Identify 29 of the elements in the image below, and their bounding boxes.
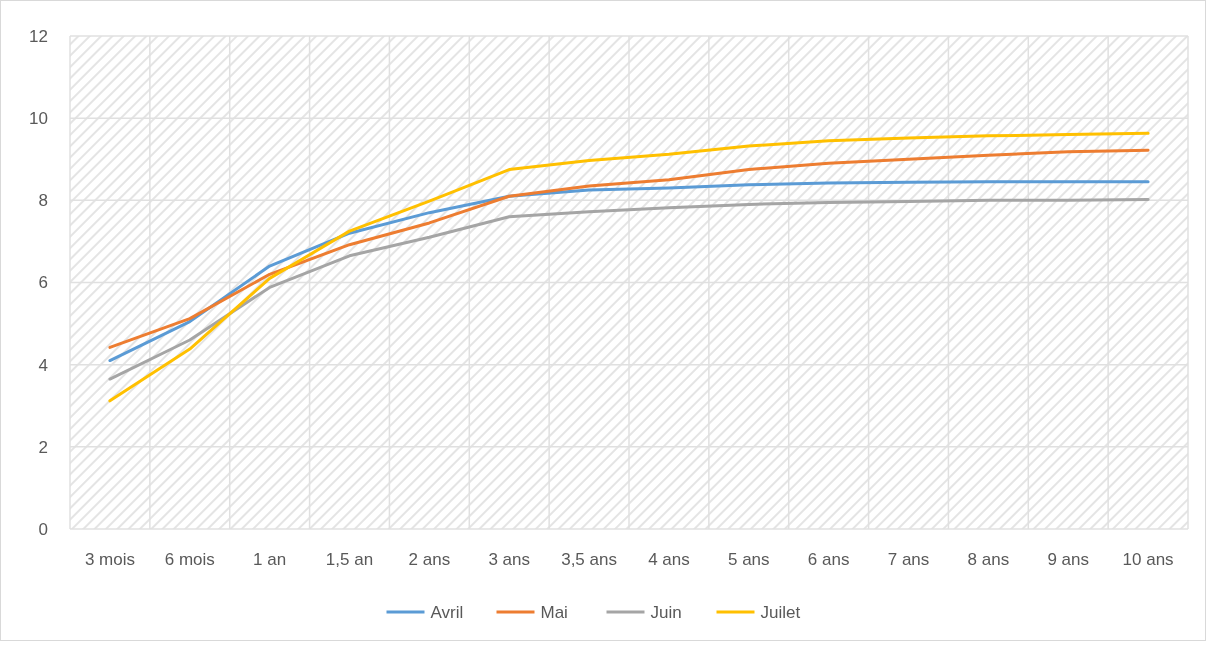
x-tick-label: 10 ans <box>1122 550 1174 569</box>
x-tick-label: 3,5 ans <box>561 550 617 569</box>
x-tick-label: 8 ans <box>967 550 1010 569</box>
x-tick-label: 3 ans <box>488 550 531 569</box>
x-tick-label: 6 ans <box>807 550 850 569</box>
x-tick-label: 5 ans <box>727 550 770 569</box>
y-tick-label: 4 <box>38 355 48 375</box>
legend-label: Mai <box>540 602 568 622</box>
y-tick-label: 10 <box>29 109 48 129</box>
x-tick-label: 1 an <box>253 550 287 569</box>
y-tick-label: 6 <box>38 273 48 293</box>
x-tick-label: 9 ans <box>1047 550 1090 569</box>
line-series <box>108 198 1150 381</box>
x-tick-label: 2 ans <box>408 550 451 569</box>
line-series <box>108 131 1150 403</box>
x-tick-label: 7 ans <box>887 550 930 569</box>
y-tick-label: 8 <box>38 191 48 211</box>
legend-label: Juilet <box>760 602 801 622</box>
x-tick-label: 1,5 an <box>325 550 374 569</box>
y-tick-label: 0 <box>38 519 48 539</box>
legend-label: Juin <box>650 602 682 622</box>
x-tick-label: 6 mois <box>164 550 215 569</box>
y-tick-label: 2 <box>38 437 48 457</box>
y-tick-label: 12 <box>29 26 48 46</box>
x-tick-label: 4 ans <box>648 550 690 569</box>
line-series <box>108 148 1150 349</box>
legend-label: Avril <box>430 602 464 622</box>
line-series <box>108 180 1150 363</box>
x-tick-label: 3 mois <box>84 550 135 569</box>
